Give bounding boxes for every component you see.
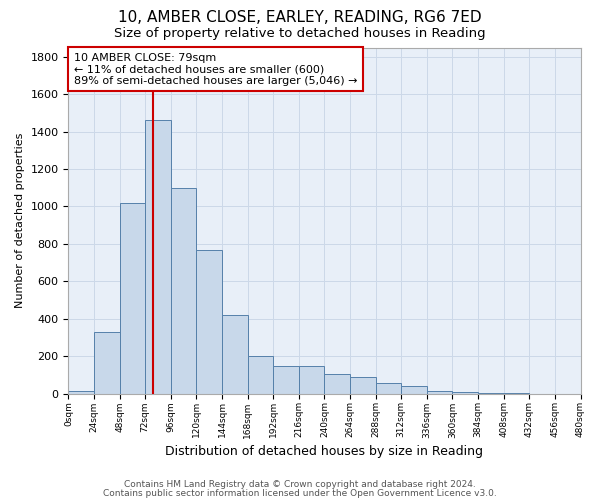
Bar [376, 384, 401, 394]
Bar [478, 393, 503, 394]
Bar [273, 366, 299, 394]
Bar [427, 390, 452, 394]
Text: Size of property relative to detached houses in Reading: Size of property relative to detached ho… [114, 28, 486, 40]
Bar [196, 250, 222, 394]
Text: 10, AMBER CLOSE, EARLEY, READING, RG6 7ED: 10, AMBER CLOSE, EARLEY, READING, RG6 7E… [118, 10, 482, 25]
Bar [248, 356, 273, 394]
Y-axis label: Number of detached properties: Number of detached properties [15, 133, 25, 308]
Bar [325, 374, 350, 394]
X-axis label: Distribution of detached houses by size in Reading: Distribution of detached houses by size … [166, 444, 484, 458]
Bar [68, 390, 94, 394]
Bar [171, 188, 196, 394]
Text: 10 AMBER CLOSE: 79sqm
← 11% of detached houses are smaller (600)
89% of semi-det: 10 AMBER CLOSE: 79sqm ← 11% of detached … [74, 52, 357, 86]
Bar [94, 332, 119, 394]
Bar [299, 366, 325, 394]
Bar [350, 376, 376, 394]
Bar [119, 203, 145, 394]
Text: Contains HM Land Registry data © Crown copyright and database right 2024.: Contains HM Land Registry data © Crown c… [124, 480, 476, 489]
Bar [452, 392, 478, 394]
Text: Contains public sector information licensed under the Open Government Licence v3: Contains public sector information licen… [103, 488, 497, 498]
Bar [145, 120, 171, 394]
Bar [222, 315, 248, 394]
Bar [401, 386, 427, 394]
